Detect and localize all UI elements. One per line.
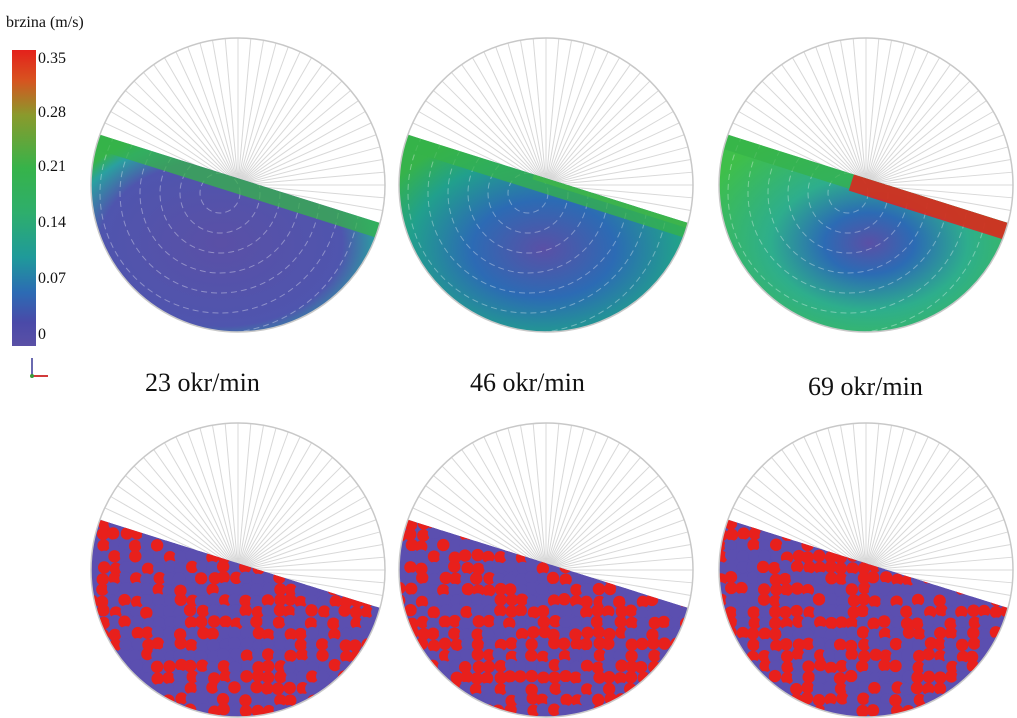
colorbar <box>12 50 36 346</box>
colorbar-tick: 0.14 <box>38 214 66 231</box>
speed-label-2: 46 okr/min <box>470 368 585 397</box>
colorbar-tick: 0.28 <box>38 104 66 121</box>
colorbar-tick: 0.35 <box>38 50 66 67</box>
axes-triad-icon <box>30 358 48 378</box>
particle-drum <box>90 422 386 718</box>
legend-title: brzina (m/s) <box>6 14 84 31</box>
velocity-drum <box>718 37 1014 333</box>
speed-label-3: 69 okr/min <box>808 372 923 401</box>
colorbar-tick: 0 <box>38 326 46 343</box>
particle-drum <box>718 422 1014 718</box>
particle-drum <box>398 422 694 718</box>
colorbar-tick: 0.07 <box>38 270 66 287</box>
colorbar-tick: 0.21 <box>38 158 66 175</box>
velocity-drum <box>90 37 386 333</box>
velocity-drum <box>398 37 694 333</box>
speed-label-1: 23 okr/min <box>145 368 260 397</box>
